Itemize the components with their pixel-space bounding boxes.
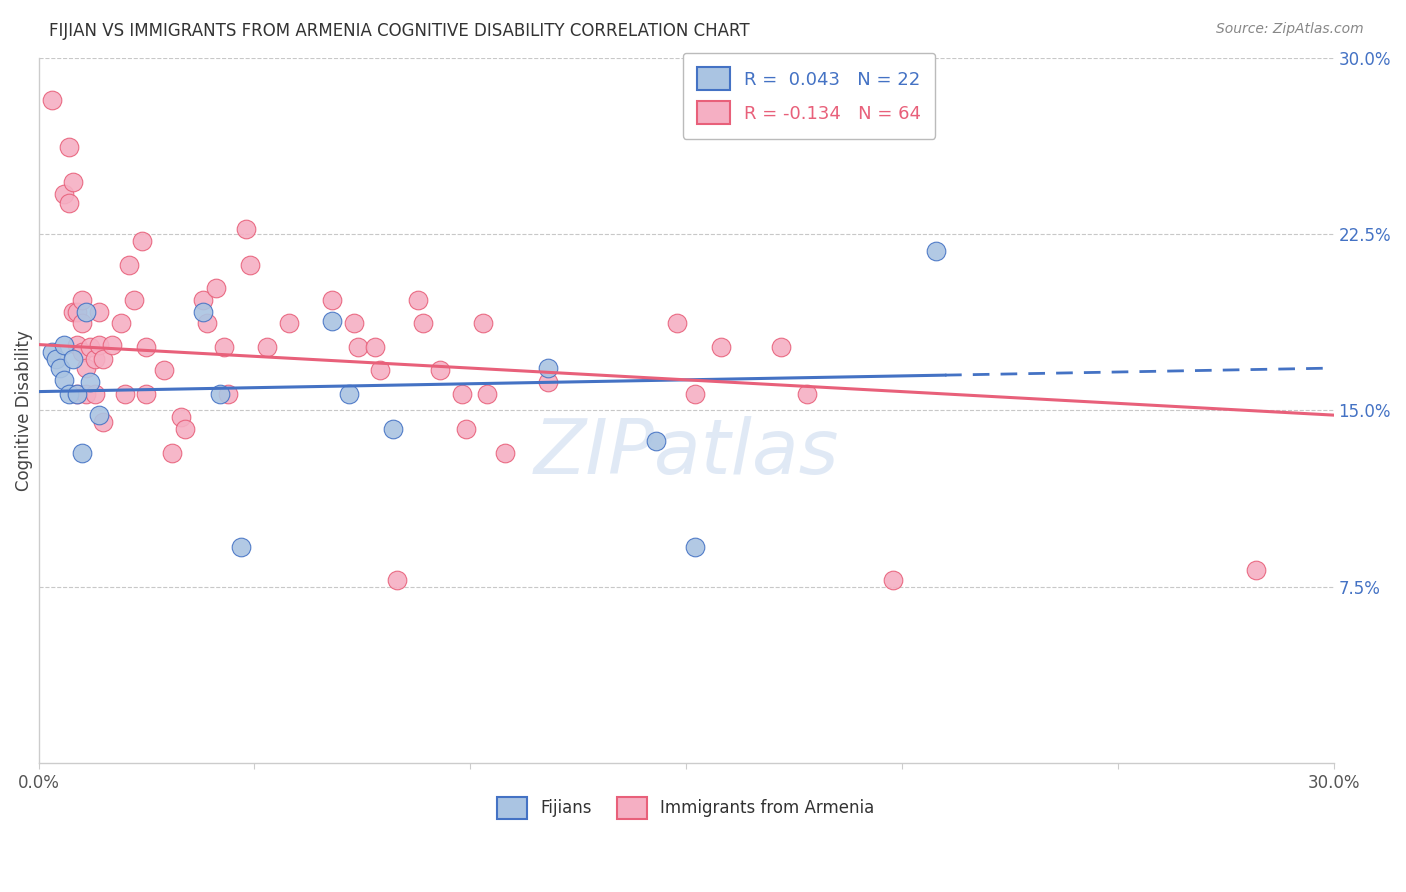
Point: [208, 387, 231, 401]
Point: [256, 340, 278, 354]
Point: [170, 410, 193, 425]
Point: [58, 387, 80, 401]
Point: [477, 387, 499, 401]
Point: [110, 317, 132, 331]
Point: [412, 317, 434, 331]
Point: [49, 361, 72, 376]
Point: [277, 317, 299, 331]
Point: [41, 93, 63, 107]
Point: [709, 340, 731, 354]
Point: [408, 293, 430, 307]
Point: [75, 361, 97, 376]
Point: [666, 317, 689, 331]
Point: [683, 387, 706, 401]
Text: ZIPatlas: ZIPatlas: [533, 416, 839, 490]
Point: [87, 304, 110, 318]
Point: [118, 258, 141, 272]
Point: [882, 573, 904, 587]
Point: [347, 340, 370, 354]
Point: [101, 337, 124, 351]
Point: [66, 304, 89, 318]
Point: [683, 540, 706, 554]
Point: [925, 244, 948, 258]
Point: [135, 340, 157, 354]
Point: [70, 344, 93, 359]
Point: [162, 446, 184, 460]
Point: [62, 175, 84, 189]
Point: [83, 351, 105, 366]
Point: [212, 340, 235, 354]
Point: [368, 363, 391, 377]
Point: [454, 422, 477, 436]
Point: [537, 361, 560, 376]
Point: [79, 375, 101, 389]
Point: [364, 340, 387, 354]
Text: FIJIAN VS IMMIGRANTS FROM ARMENIA COGNITIVE DISABILITY CORRELATION CHART: FIJIAN VS IMMIGRANTS FROM ARMENIA COGNIT…: [49, 22, 749, 40]
Point: [87, 337, 110, 351]
Point: [174, 422, 197, 436]
Point: [53, 337, 76, 351]
Point: [195, 317, 218, 331]
Point: [231, 540, 253, 554]
Point: [58, 140, 80, 154]
Point: [87, 408, 110, 422]
Point: [321, 314, 343, 328]
Point: [191, 304, 214, 318]
Point: [53, 373, 76, 387]
Point: [381, 422, 404, 436]
Point: [62, 304, 84, 318]
Point: [79, 340, 101, 354]
Point: [114, 387, 136, 401]
Point: [385, 573, 408, 587]
Point: [58, 196, 80, 211]
Point: [62, 351, 84, 366]
Point: [429, 363, 451, 377]
Text: Source: ZipAtlas.com: Source: ZipAtlas.com: [1216, 22, 1364, 37]
Point: [131, 234, 153, 248]
Point: [337, 387, 360, 401]
Point: [66, 387, 89, 401]
Point: [218, 387, 240, 401]
Point: [66, 337, 89, 351]
Point: [239, 258, 262, 272]
Legend: Fijians, Immigrants from Armenia: Fijians, Immigrants from Armenia: [491, 790, 882, 825]
Point: [66, 387, 89, 401]
Point: [537, 375, 560, 389]
Point: [152, 363, 174, 377]
Point: [191, 293, 214, 307]
Point: [321, 293, 343, 307]
Point: [343, 317, 366, 331]
Point: [53, 187, 76, 202]
Point: [472, 317, 495, 331]
Point: [70, 293, 93, 307]
Point: [122, 293, 145, 307]
Point: [796, 387, 818, 401]
Point: [135, 387, 157, 401]
Point: [83, 387, 105, 401]
Point: [235, 222, 257, 236]
Y-axis label: Cognitive Disability: Cognitive Disability: [15, 330, 32, 491]
Point: [91, 415, 114, 429]
Point: [1244, 563, 1267, 577]
Point: [204, 281, 226, 295]
Point: [70, 446, 93, 460]
Point: [41, 344, 63, 359]
Point: [644, 434, 666, 448]
Point: [494, 446, 516, 460]
Point: [70, 317, 93, 331]
Point: [45, 351, 67, 366]
Point: [75, 304, 97, 318]
Point: [75, 387, 97, 401]
Point: [91, 351, 114, 366]
Point: [450, 387, 472, 401]
Point: [769, 340, 792, 354]
